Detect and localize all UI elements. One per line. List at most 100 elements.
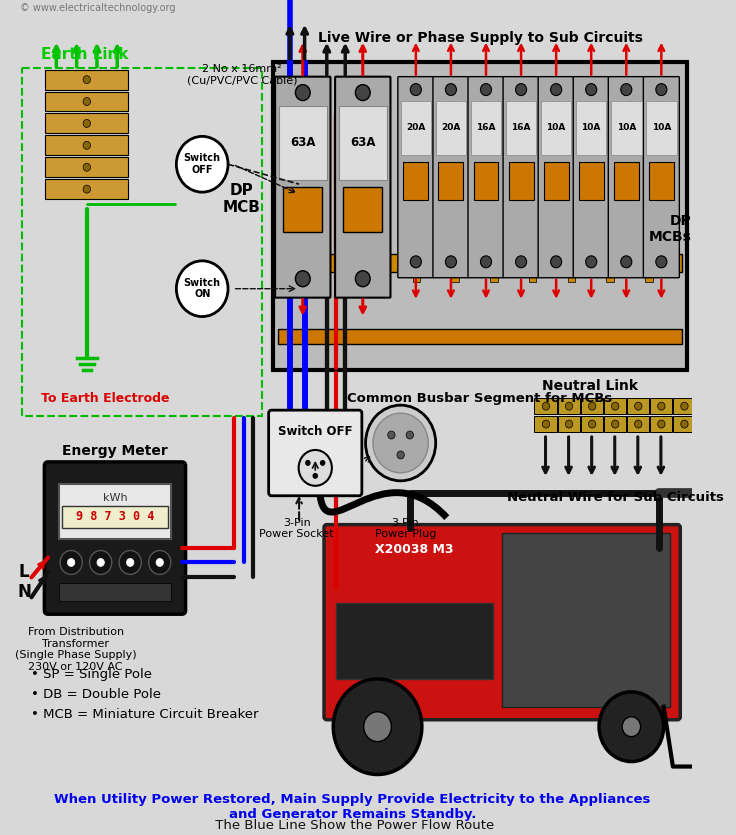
Circle shape <box>599 692 664 762</box>
Circle shape <box>83 164 91 171</box>
FancyBboxPatch shape <box>398 77 434 278</box>
Text: • SP = Single Pole: • SP = Single Pole <box>32 669 152 681</box>
Bar <box>46 69 128 89</box>
Bar <box>335 271 342 281</box>
Circle shape <box>119 550 141 574</box>
Text: Energy Meter: Energy Meter <box>62 444 168 458</box>
Bar <box>403 162 428 200</box>
Circle shape <box>620 256 631 268</box>
Text: To Earth Electrode: To Earth Electrode <box>40 392 169 405</box>
Bar <box>279 105 327 180</box>
Text: Neutral Wire for Sub Circuits: Neutral Wire for Sub Circuits <box>507 491 723 504</box>
Text: 63A: 63A <box>350 136 375 149</box>
Circle shape <box>681 420 688 428</box>
Circle shape <box>366 405 436 481</box>
Bar <box>614 162 639 200</box>
Bar <box>506 100 537 155</box>
Text: 3-Pin
Power Socket: 3-Pin Power Socket <box>260 518 334 539</box>
Circle shape <box>83 76 91 84</box>
Circle shape <box>320 460 325 466</box>
Circle shape <box>656 84 667 95</box>
Bar <box>509 162 534 200</box>
FancyBboxPatch shape <box>643 77 679 278</box>
Bar <box>534 416 556 432</box>
Bar <box>59 483 171 539</box>
Circle shape <box>83 98 91 105</box>
Text: L: L <box>18 564 29 581</box>
Text: Common Busbar Segment for MCBs: Common Busbar Segment for MCBs <box>347 392 612 405</box>
Bar <box>578 162 604 200</box>
Circle shape <box>156 559 163 566</box>
Text: Switch OFF: Switch OFF <box>278 424 353 438</box>
Circle shape <box>68 559 75 566</box>
Bar <box>611 100 642 155</box>
Bar <box>567 271 575 281</box>
Text: 3-Pin
Power Plug: 3-Pin Power Plug <box>375 518 436 539</box>
Circle shape <box>658 402 665 410</box>
Circle shape <box>355 271 370 286</box>
Circle shape <box>445 84 456 95</box>
Circle shape <box>83 119 91 128</box>
Bar <box>46 157 128 177</box>
Circle shape <box>656 256 667 268</box>
Bar <box>606 271 614 281</box>
Text: 10A: 10A <box>617 123 636 132</box>
Circle shape <box>127 559 134 566</box>
Circle shape <box>586 84 597 95</box>
Circle shape <box>634 420 642 428</box>
Text: Earth Link: Earth Link <box>41 48 129 63</box>
Circle shape <box>305 460 311 466</box>
Text: Neutral Link: Neutral Link <box>542 379 638 393</box>
Circle shape <box>295 271 310 286</box>
Bar <box>558 416 580 432</box>
Bar <box>627 416 649 432</box>
Circle shape <box>333 679 422 775</box>
Circle shape <box>551 256 562 268</box>
Text: 2 No x 16mm²
(Cu/PVC/PVC Cable): 2 No x 16mm² (Cu/PVC/PVC Cable) <box>187 63 297 85</box>
Circle shape <box>445 256 456 268</box>
FancyBboxPatch shape <box>573 77 609 278</box>
Bar <box>46 114 128 134</box>
Circle shape <box>681 402 688 410</box>
Bar <box>297 271 304 281</box>
Bar <box>46 135 128 155</box>
Circle shape <box>634 402 642 410</box>
Circle shape <box>565 420 573 428</box>
Circle shape <box>612 402 619 410</box>
Circle shape <box>515 256 526 268</box>
Bar <box>413 271 420 281</box>
Text: 20A: 20A <box>406 123 425 132</box>
Bar <box>278 254 682 271</box>
Bar <box>490 271 498 281</box>
Circle shape <box>542 402 550 410</box>
Circle shape <box>406 431 414 439</box>
Circle shape <box>612 420 619 428</box>
Circle shape <box>83 141 91 149</box>
Bar <box>581 416 603 432</box>
FancyBboxPatch shape <box>275 77 330 297</box>
Text: DP
MCBs: DP MCBs <box>648 214 691 244</box>
Bar <box>673 416 695 432</box>
Bar <box>645 271 653 281</box>
Circle shape <box>410 84 422 95</box>
Bar <box>534 398 556 414</box>
Circle shape <box>481 84 492 95</box>
Circle shape <box>589 402 596 410</box>
Bar <box>62 506 168 528</box>
Bar <box>604 398 626 414</box>
Circle shape <box>586 256 597 268</box>
Text: • MCB = Miniature Circuit Breaker: • MCB = Miniature Circuit Breaker <box>32 708 259 721</box>
Circle shape <box>565 402 573 410</box>
Text: 63A: 63A <box>290 136 316 149</box>
Bar <box>576 100 606 155</box>
Circle shape <box>90 550 112 574</box>
Bar <box>22 68 262 416</box>
Bar <box>541 100 571 155</box>
Bar <box>471 100 501 155</box>
Bar <box>650 398 672 414</box>
Text: X20038 M3: X20038 M3 <box>375 543 453 555</box>
FancyBboxPatch shape <box>433 77 469 278</box>
Bar <box>649 162 674 200</box>
Circle shape <box>355 84 370 100</box>
Circle shape <box>481 256 492 268</box>
